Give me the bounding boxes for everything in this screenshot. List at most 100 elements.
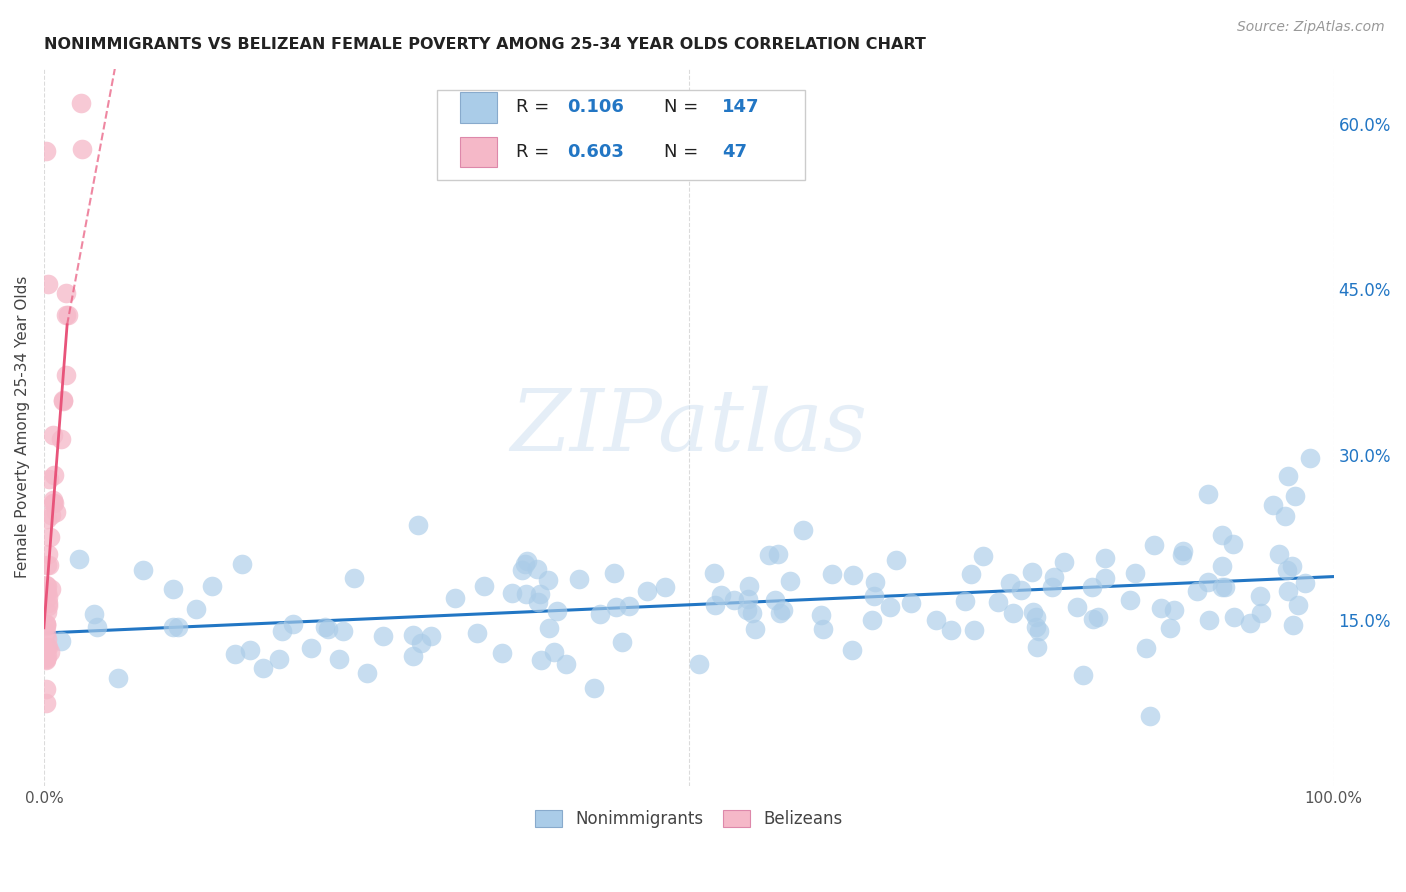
Y-axis label: Female Poverty Among 25-34 Year Olds: Female Poverty Among 25-34 Year Olds xyxy=(15,277,30,578)
Point xyxy=(35,648,58,663)
Point xyxy=(1170,548,1192,562)
Point xyxy=(900,596,922,610)
Point xyxy=(737,579,759,593)
Point xyxy=(252,661,274,675)
Bar xyxy=(461,93,496,122)
Point xyxy=(1043,569,1066,583)
Point xyxy=(529,586,551,600)
Point xyxy=(1066,599,1088,614)
Point xyxy=(35,651,58,665)
Point xyxy=(1222,537,1244,551)
Point xyxy=(1299,451,1322,466)
Point xyxy=(184,602,207,616)
Text: 0.106: 0.106 xyxy=(568,98,624,117)
Point xyxy=(35,696,58,710)
Point xyxy=(1028,624,1050,638)
Point xyxy=(1143,538,1166,552)
Point xyxy=(35,617,58,632)
Point xyxy=(1022,605,1045,619)
Point xyxy=(35,682,58,697)
Point xyxy=(741,606,763,620)
Point xyxy=(1025,609,1047,624)
Point xyxy=(38,472,60,486)
Point xyxy=(35,653,58,667)
Point xyxy=(1094,551,1116,566)
Point xyxy=(35,651,58,665)
Point xyxy=(998,576,1021,591)
Point xyxy=(37,547,59,561)
Point xyxy=(1294,576,1316,591)
Point xyxy=(862,589,884,603)
Point xyxy=(654,580,676,594)
Point xyxy=(737,591,759,606)
Point xyxy=(55,309,77,323)
Point xyxy=(402,649,425,664)
Point xyxy=(443,591,465,606)
Text: ZIPatlas: ZIPatlas xyxy=(510,386,868,468)
Point xyxy=(332,624,354,638)
Point xyxy=(710,589,733,603)
Point xyxy=(1239,615,1261,630)
Bar xyxy=(461,136,496,167)
Text: 0.603: 0.603 xyxy=(568,143,624,161)
Point xyxy=(527,594,550,608)
Point xyxy=(35,577,58,591)
Point xyxy=(35,640,58,654)
Text: N =: N = xyxy=(664,143,704,161)
Point xyxy=(884,553,907,567)
Point xyxy=(267,652,290,666)
Point xyxy=(1021,565,1043,579)
Point xyxy=(546,604,568,618)
Point xyxy=(1249,589,1271,603)
Point xyxy=(356,665,378,680)
Point xyxy=(56,308,79,322)
Point xyxy=(768,547,790,561)
Point xyxy=(1159,621,1181,635)
Point xyxy=(42,493,65,508)
Point xyxy=(491,646,513,660)
Point xyxy=(605,599,627,614)
Point xyxy=(1198,613,1220,627)
Point xyxy=(35,605,58,619)
Point xyxy=(865,575,887,590)
Point xyxy=(735,602,758,616)
Point xyxy=(953,594,976,608)
Point xyxy=(1197,486,1219,500)
Point xyxy=(1081,580,1104,594)
Point xyxy=(402,628,425,642)
Point xyxy=(1211,558,1233,573)
Point xyxy=(35,616,58,631)
Point xyxy=(1282,617,1305,632)
Point xyxy=(1001,606,1024,620)
Point xyxy=(510,563,533,577)
Point xyxy=(35,619,58,633)
Point xyxy=(35,579,58,593)
Point xyxy=(51,432,73,446)
Point xyxy=(1288,598,1310,612)
Point xyxy=(543,645,565,659)
Point xyxy=(41,508,63,522)
Point xyxy=(316,622,339,636)
Text: 47: 47 xyxy=(723,143,748,161)
Point xyxy=(37,599,59,613)
Point xyxy=(813,622,835,636)
Text: Source: ZipAtlas.com: Source: ZipAtlas.com xyxy=(1237,20,1385,34)
Point xyxy=(1274,508,1296,523)
Point xyxy=(86,620,108,634)
Point xyxy=(166,620,188,634)
Point xyxy=(515,587,537,601)
Point xyxy=(224,647,246,661)
Point xyxy=(37,277,59,291)
Point xyxy=(44,467,66,482)
Point xyxy=(941,623,963,637)
Point xyxy=(37,640,59,655)
Point xyxy=(1025,620,1047,634)
Point xyxy=(55,285,77,300)
Point xyxy=(420,629,443,643)
Point xyxy=(1125,566,1147,580)
Point xyxy=(723,593,745,607)
Point xyxy=(42,496,65,510)
Point xyxy=(1010,582,1032,597)
Point xyxy=(1263,498,1285,512)
Point xyxy=(821,567,844,582)
